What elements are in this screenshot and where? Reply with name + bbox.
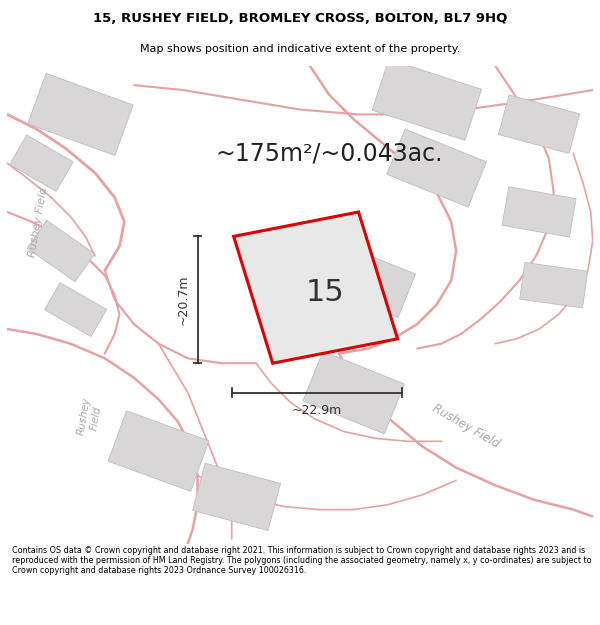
Polygon shape (520, 262, 587, 308)
Text: 15: 15 (306, 278, 345, 307)
Polygon shape (372, 59, 482, 141)
Polygon shape (233, 212, 398, 363)
Polygon shape (27, 220, 95, 282)
Text: 15, RUSHEY FIELD, BROMLEY CROSS, BOLTON, BL7 9HQ: 15, RUSHEY FIELD, BROMLEY CROSS, BOLTON,… (93, 12, 507, 25)
Polygon shape (387, 129, 487, 207)
Polygon shape (10, 135, 73, 191)
Polygon shape (499, 95, 580, 153)
Text: Map shows position and indicative extent of the property.: Map shows position and indicative extent… (140, 44, 460, 54)
Polygon shape (44, 282, 107, 336)
Text: Rushey
Field: Rushey Field (76, 396, 104, 437)
Polygon shape (108, 411, 209, 491)
Polygon shape (303, 351, 404, 434)
Polygon shape (502, 187, 576, 237)
Polygon shape (321, 243, 416, 318)
Text: ~22.9m: ~22.9m (292, 404, 342, 418)
Polygon shape (193, 463, 281, 531)
Text: ~20.7m: ~20.7m (177, 274, 190, 325)
Polygon shape (28, 73, 133, 156)
Text: ~175m²/~0.043ac.: ~175m²/~0.043ac. (215, 141, 443, 166)
Text: Contains OS data © Crown copyright and database right 2021. This information is : Contains OS data © Crown copyright and d… (12, 546, 592, 576)
Text: Rushey Field: Rushey Field (28, 186, 50, 258)
Text: Rushey Field: Rushey Field (430, 402, 502, 451)
